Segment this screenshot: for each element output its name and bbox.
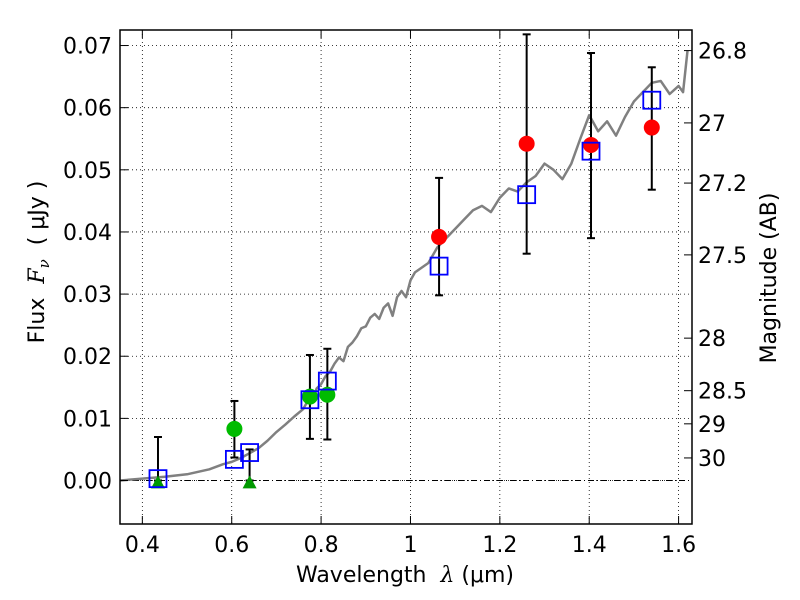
data-point-circle <box>319 386 336 403</box>
data-point-square <box>224 449 244 469</box>
y-tick-label: 0.07 <box>63 35 112 60</box>
y-tick-label: 0.06 <box>63 97 112 122</box>
data-point-square <box>300 390 320 410</box>
x-tick-label: 0.6 <box>214 533 249 558</box>
y-axis-title-prefix: Flux <box>25 284 50 344</box>
y-axis-title: Flux Fν ( μJy ) <box>25 181 53 344</box>
x-tick-label: 1.6 <box>661 533 696 558</box>
tick-layer: 0.4 0.6 0.8 1 1.2 1.4 1.6 0.00 0.01 0.02 0.03 0.04 0… <box>63 30 747 558</box>
data-point-square <box>581 141 601 161</box>
data-point-triangle <box>150 475 165 489</box>
grid-layer <box>120 30 692 524</box>
data-point-square <box>148 469 168 489</box>
magnitude-tick-label: 28 <box>698 327 726 352</box>
data-point-circle <box>643 119 660 136</box>
y-tick-label: 0.00 <box>63 470 112 495</box>
data-point-circle <box>583 136 600 153</box>
data-point-circle <box>431 228 448 245</box>
x-tick-label: 1 <box>403 533 417 558</box>
magnitude-tick-label: 27.5 <box>698 244 747 269</box>
data-point-circle <box>518 135 535 152</box>
y2-axis-title-group: Magnitude (AB) <box>757 193 782 364</box>
marker-layer <box>148 90 662 489</box>
magnitude-tick-label: 28.5 <box>698 380 747 405</box>
x-axis-title: Wavelength λ (μm) <box>296 563 514 588</box>
y-tick-label: 0.01 <box>63 407 112 432</box>
magnitude-tick-label: 27.2 <box>698 172 747 197</box>
magnitude-tick-label: 29 <box>698 413 726 438</box>
y-tick-label: 0.02 <box>63 345 112 370</box>
y-tick-label: 0.04 <box>63 221 112 246</box>
x-tick-label: 1.4 <box>572 533 607 558</box>
x-tick-label: 0.8 <box>304 533 339 558</box>
y-tick-label: 0.03 <box>63 283 112 308</box>
y-axis-title-suffix: ( μJy ) <box>25 181 50 260</box>
magnitude-tick-label: 27 <box>698 112 726 137</box>
data-point-square <box>240 443 259 462</box>
x-tick-label: 1.2 <box>482 533 517 558</box>
y-axis-title-group: Flux Fν ( μJy ) <box>25 181 53 344</box>
spectrum-layer <box>119 50 689 482</box>
y-tick-label: 0.05 <box>63 159 112 184</box>
error-bar-layer <box>153 33 656 482</box>
x-axis-title-suffix: (μm) <box>454 563 514 588</box>
data-point-triangle <box>242 475 257 489</box>
data-point-square <box>642 90 662 110</box>
y-axis-title-sub: ν <box>35 259 53 268</box>
data-point-circle <box>226 420 243 437</box>
data-point-square <box>517 185 537 205</box>
data-point-square <box>317 371 337 391</box>
x-tick-label: 0.4 <box>125 533 160 558</box>
data-point-circle <box>301 388 318 405</box>
x-axis-title-prefix: Wavelength <box>296 563 441 588</box>
data-point-square <box>429 256 449 276</box>
x-axis-title-group: Wavelength λ (μm) <box>296 563 514 588</box>
spectrum-line <box>119 50 689 482</box>
magnitude-axis-title: Magnitude (AB) <box>757 193 782 364</box>
y-axis-title-symbol: F <box>25 268 50 285</box>
plot-frame <box>119 29 693 525</box>
x-axis-title-symbol: λ <box>439 563 454 588</box>
magnitude-tick-label: 26.8 <box>698 40 747 65</box>
magnitude-tick-label: 30 <box>698 447 726 472</box>
